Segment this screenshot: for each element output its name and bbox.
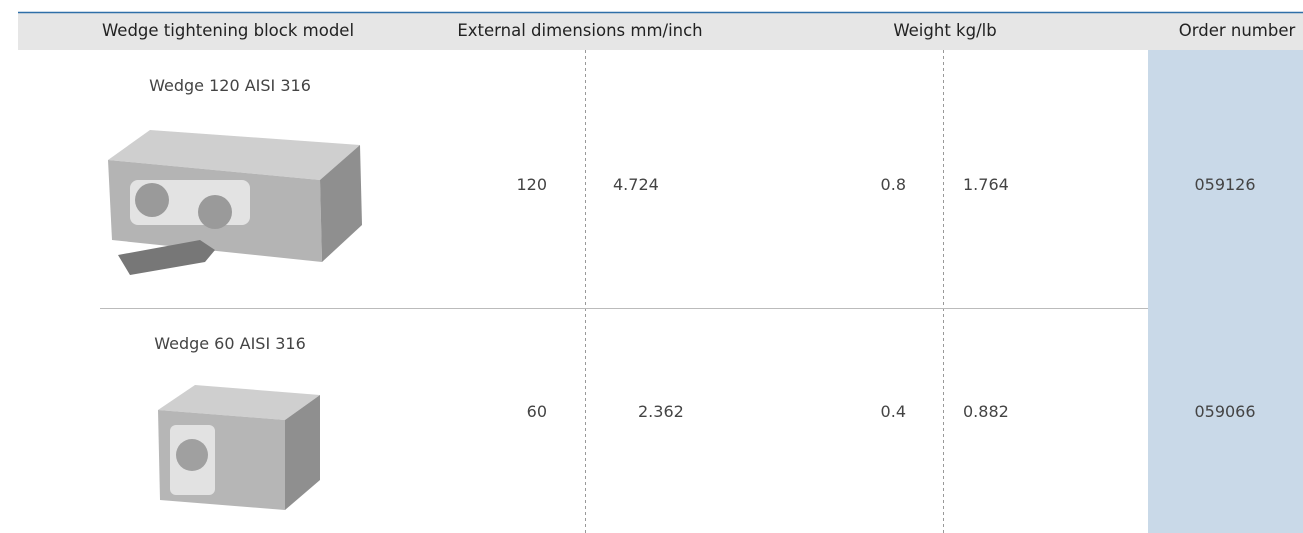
model-name: Wedge 60 AISI 316 xyxy=(154,334,306,353)
order-column-highlight xyxy=(1148,50,1303,533)
dimension-mm: 60 xyxy=(526,402,547,421)
dimension-mm: 120 xyxy=(516,175,547,194)
column-header: Wedge tightening block model xyxy=(101,21,355,40)
order-number: 059066 xyxy=(1194,402,1256,421)
column-header: Order number xyxy=(1178,21,1296,40)
dimension-inch: 4.724 xyxy=(613,175,659,194)
model-name: Wedge 120 AISI 316 xyxy=(149,76,311,95)
dimension-inch: 2.362 xyxy=(638,402,684,421)
order-number: 059126 xyxy=(1194,175,1256,194)
weight-kg: 0.4 xyxy=(880,402,906,421)
column-header: External dimensions mm/inch xyxy=(457,21,703,40)
weight-lb: 1.764 xyxy=(963,175,1009,194)
product-image xyxy=(158,385,320,510)
product-image xyxy=(108,130,362,275)
weight-kg: 0.8 xyxy=(880,175,906,194)
weight-lb: 0.882 xyxy=(963,402,1009,421)
header-background xyxy=(18,13,1303,50)
column-header: Weight kg/lb xyxy=(893,21,997,40)
